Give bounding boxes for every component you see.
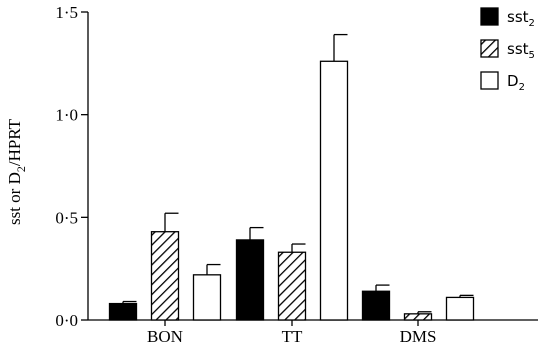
y-axis-label-main: sst or D <box>5 172 24 225</box>
x-tick-label-0: BON <box>147 327 183 346</box>
bar-D2-TT <box>319 60 349 321</box>
y-axis-label-tail: /HPRT <box>5 118 24 166</box>
legend-swatch-sst2 <box>480 7 499 26</box>
y-axis-label-sub: 2 <box>14 166 28 172</box>
legend-label-main: sst <box>507 40 529 58</box>
bar-D2-DMS <box>445 296 475 321</box>
x-tick-label-1: TT <box>282 327 303 346</box>
legend-label-sub: 2 <box>519 82 525 93</box>
bar-D2-BON <box>192 274 222 321</box>
y-tick-label-1: 0·5 <box>55 208 78 227</box>
legend-label-main: sst <box>507 8 529 26</box>
bar-sst5-TT <box>277 251 307 321</box>
bar-sst2-BON <box>108 302 138 321</box>
bar-sst5-DMS <box>403 313 433 321</box>
legend-label-D2: D2 <box>507 72 525 93</box>
legend-label-main: D <box>507 72 519 90</box>
legend-swatch-D2 <box>480 71 499 90</box>
y-axis-label: sst or D2/HPRT <box>5 118 28 225</box>
y-tick-label-3: 1·5 <box>55 3 78 22</box>
y-tick-label-0: 0·0 <box>55 311 78 330</box>
y-tick-label-2: 1·0 <box>55 106 78 125</box>
bar-sst5-BON <box>150 231 180 321</box>
bar-sst2-DMS <box>361 290 391 321</box>
x-tick-label-2: DMS <box>400 327 437 346</box>
legend-swatch-sst5 <box>480 39 499 58</box>
legend-label-sub: 5 <box>529 50 535 61</box>
bars <box>108 33 475 321</box>
legend-label-sub: 2 <box>529 18 535 29</box>
legend-label-sst5: sst5 <box>507 40 535 61</box>
bar-sst2-TT <box>235 239 265 321</box>
legend-label-sst2: sst2 <box>507 8 535 29</box>
